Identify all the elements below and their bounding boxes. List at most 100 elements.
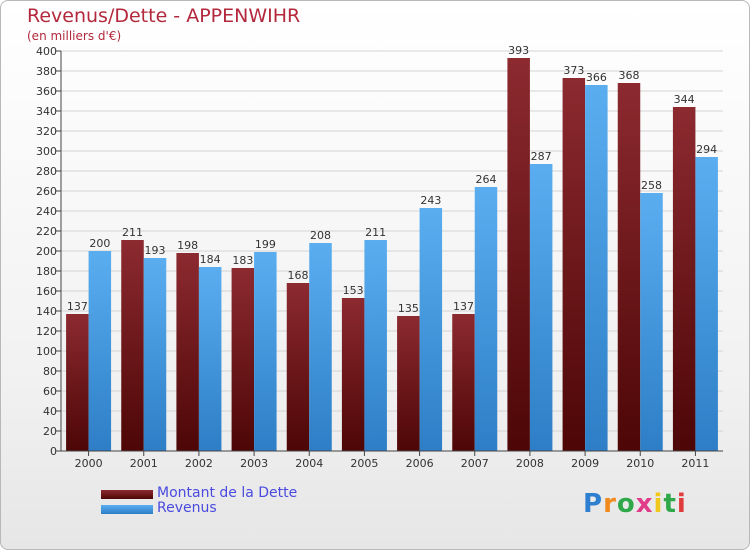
data-label-revenue: 258 bbox=[641, 179, 662, 192]
logo-letter: r bbox=[603, 489, 617, 519]
data-label-debt: 135 bbox=[398, 302, 419, 315]
bar-revenue bbox=[695, 157, 718, 451]
axes: 0 20 40 60 80 100 120 140 160 180 200 220 240 260 280 3… bbox=[36, 45, 723, 470]
y-tick-label: 20 bbox=[43, 425, 57, 438]
bar-revenue bbox=[88, 251, 112, 451]
x-tick-label: 2004 bbox=[295, 457, 323, 470]
bar-revenue bbox=[474, 187, 498, 451]
y-tick-label: 120 bbox=[36, 325, 57, 338]
y-tick-label: 80 bbox=[43, 365, 57, 378]
logo-letter: i bbox=[676, 489, 687, 519]
y-tick-label: 400 bbox=[36, 45, 57, 58]
bar-revenue bbox=[640, 193, 663, 451]
y-tick-label: 160 bbox=[36, 285, 57, 298]
bar-debt bbox=[121, 240, 144, 451]
grid-lines bbox=[61, 50, 723, 452]
y-tick-label: 100 bbox=[36, 345, 57, 358]
legend-swatch-revenue bbox=[101, 505, 153, 514]
x-tick-label: 2009 bbox=[571, 457, 599, 470]
bar-debt bbox=[507, 58, 530, 451]
proxiti-logo: Proxiti bbox=[583, 489, 687, 519]
logo-letter: x bbox=[635, 489, 654, 519]
y-tick-label: 180 bbox=[36, 265, 57, 278]
chart-subtitle: (en milliers d'€) bbox=[27, 29, 122, 43]
logo-letter: o bbox=[616, 489, 636, 519]
bar-debt bbox=[562, 78, 586, 451]
x-tick-label: 2001 bbox=[130, 457, 158, 470]
data-label-debt: 393 bbox=[508, 44, 529, 57]
y-tick-label: 260 bbox=[36, 185, 57, 198]
bar-revenue bbox=[419, 208, 443, 451]
logo-letter: P bbox=[583, 489, 604, 519]
y-tick-label: 240 bbox=[36, 205, 57, 218]
y-tick-label: 300 bbox=[36, 145, 57, 158]
bar-revenue bbox=[143, 258, 167, 451]
x-tick-label: 2011 bbox=[681, 457, 709, 470]
bar-revenue bbox=[529, 164, 553, 451]
bar-debt bbox=[176, 253, 199, 451]
x-tick-label: 2010 bbox=[626, 457, 654, 470]
y-tick-label: 280 bbox=[36, 165, 57, 178]
data-label-debt: 168 bbox=[288, 269, 309, 282]
y-tick-label: 40 bbox=[43, 405, 57, 418]
data-label-debt: 373 bbox=[563, 64, 584, 77]
data-label-revenue: 193 bbox=[145, 244, 166, 257]
x-tick-label: 2008 bbox=[516, 457, 544, 470]
x-tick-label: 2006 bbox=[406, 457, 434, 470]
bar-debt bbox=[286, 283, 310, 451]
data-label-revenue: 199 bbox=[255, 238, 276, 251]
data-label-revenue: 294 bbox=[696, 143, 717, 156]
data-label-revenue: 366 bbox=[586, 71, 607, 84]
data-label-revenue: 243 bbox=[420, 194, 441, 207]
bars bbox=[66, 58, 718, 451]
chart-title: Revenus/Dette - APPENWIHR bbox=[27, 5, 301, 27]
data-label-revenue: 200 bbox=[89, 237, 110, 250]
data-label-debt: 344 bbox=[674, 93, 695, 106]
bar-revenue bbox=[309, 243, 332, 451]
y-tick-label: 380 bbox=[36, 65, 57, 78]
data-label-debt: 368 bbox=[619, 69, 640, 82]
bar-debt bbox=[341, 298, 365, 451]
data-label-debt: 198 bbox=[177, 239, 198, 252]
data-label-debt: 137 bbox=[67, 300, 88, 313]
bar-revenue bbox=[585, 85, 608, 451]
y-tick-label: 200 bbox=[36, 245, 57, 258]
bar-debt bbox=[452, 314, 475, 451]
data-label-revenue: 264 bbox=[476, 173, 497, 186]
y-tick-label: 0 bbox=[50, 445, 57, 458]
x-tick-label: 2003 bbox=[240, 457, 268, 470]
data-label-debt: 137 bbox=[453, 300, 474, 313]
y-tick-label: 360 bbox=[36, 85, 57, 98]
bar-debt bbox=[66, 314, 89, 451]
y-tick-label: 140 bbox=[36, 305, 57, 318]
x-tick-label: 2002 bbox=[185, 457, 213, 470]
bar-revenue bbox=[198, 267, 222, 451]
y-tick-label: 340 bbox=[36, 105, 57, 118]
y-tick-label: 60 bbox=[43, 385, 57, 398]
bar-debt bbox=[672, 107, 696, 451]
legend-label-revenue: Revenus bbox=[157, 500, 217, 516]
logo-letter: t bbox=[663, 489, 677, 519]
bar-debt bbox=[231, 268, 255, 451]
data-label-debt: 211 bbox=[122, 226, 143, 239]
bar-revenue bbox=[254, 252, 277, 451]
y-tick-label: 220 bbox=[36, 225, 57, 238]
x-tick-label: 2000 bbox=[75, 457, 103, 470]
bar-revenue bbox=[364, 240, 387, 451]
bar-debt bbox=[397, 316, 420, 451]
legend-label-debt: Montant de la Dette bbox=[157, 485, 298, 501]
data-label-debt: 183 bbox=[232, 254, 253, 267]
legend-swatch-debt bbox=[101, 490, 153, 499]
bar-debt bbox=[617, 83, 641, 451]
logo-letter: i bbox=[653, 489, 664, 519]
data-label-revenue: 184 bbox=[200, 253, 221, 266]
y-tick-label: 320 bbox=[36, 125, 57, 138]
x-tick-label: 2007 bbox=[461, 457, 489, 470]
data-label-revenue: 208 bbox=[310, 229, 331, 242]
data-label-revenue: 211 bbox=[365, 226, 386, 239]
data-label-debt: 153 bbox=[343, 284, 364, 297]
data-label-revenue: 287 bbox=[531, 150, 552, 163]
